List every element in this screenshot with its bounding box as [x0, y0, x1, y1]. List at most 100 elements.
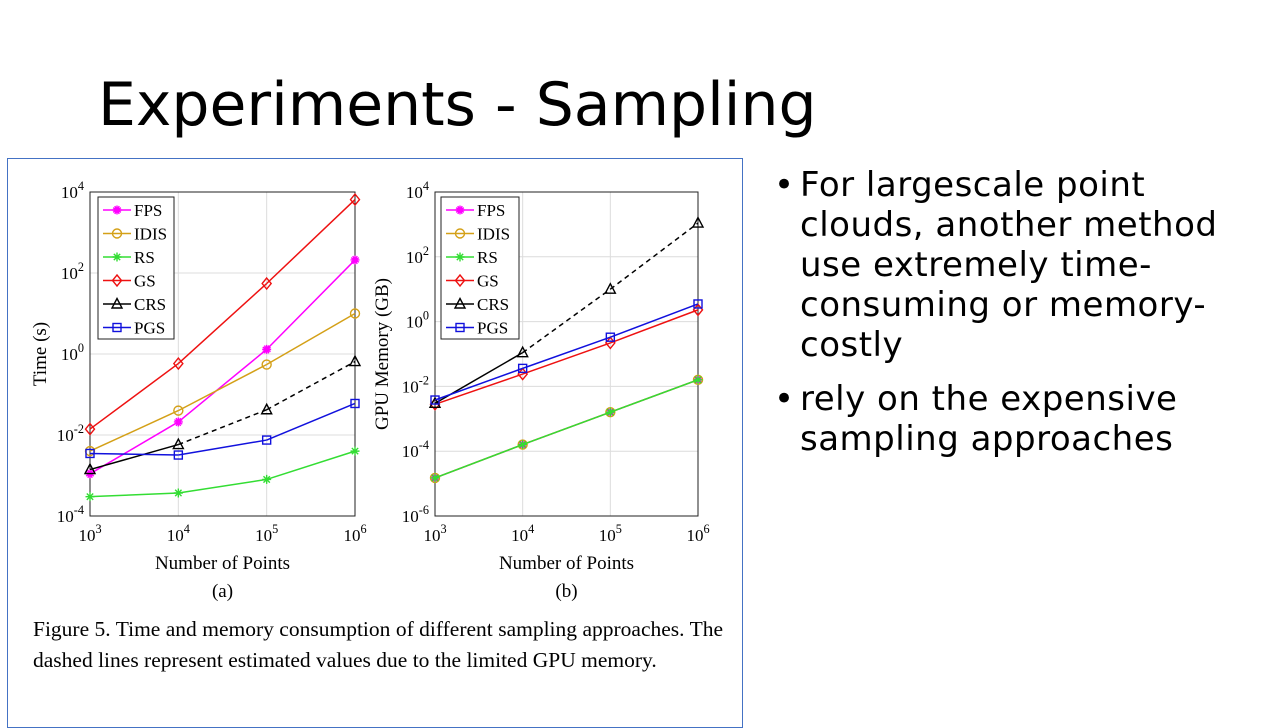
- series-line-segment: [266, 402, 356, 441]
- legend-entry-fps: FPS: [477, 201, 505, 220]
- legend-entry-gs: GS: [477, 272, 499, 291]
- legend-marker-fps: [112, 205, 122, 215]
- legend-marker-idis: [454, 228, 466, 239]
- bullet-item-2: rely on the expensive sampling approache…: [770, 379, 1280, 459]
- y-tick-label: 100: [406, 309, 429, 332]
- legend-marker-pgs: [112, 322, 122, 333]
- series-rs: [85, 446, 360, 502]
- series-line-segment: [178, 478, 267, 494]
- data-point-rs: [430, 473, 440, 483]
- legend-entry-rs: RS: [477, 248, 498, 267]
- legend-entry-fps: FPS: [134, 201, 162, 220]
- y-tick-label: 10-2: [57, 422, 84, 445]
- data-point-gs: [84, 422, 96, 436]
- data-point-fps-ring: [263, 346, 270, 353]
- series-line-segment: [178, 439, 267, 456]
- legend-entry-gs: GS: [134, 272, 156, 291]
- legend: FPS IDIS RS GS CRS PGS: [97, 196, 175, 340]
- legend-entry-idis: IDIS: [134, 225, 167, 244]
- data-point-fps: [173, 417, 183, 427]
- y-tick-label: 104: [406, 179, 429, 202]
- data-point-rs: [262, 474, 272, 484]
- data-point-pgs: [517, 363, 528, 374]
- data-point-fps-ring: [175, 419, 182, 425]
- series-crs: [83, 354, 362, 475]
- series-line-segment: [266, 312, 356, 366]
- data-point-rs: [85, 492, 95, 502]
- legend-box: [440, 196, 520, 340]
- figure-caption: Figure 5. Time and memory consumption of…: [33, 617, 723, 672]
- x-axis-label: Number of Points: [499, 553, 634, 574]
- data-point-pgs: [173, 450, 184, 460]
- data-point-pgs: [350, 398, 360, 409]
- legend-marker-gs: [111, 273, 123, 288]
- data-point-rs: [605, 407, 615, 417]
- legend-entry-pgs: PGS: [134, 319, 165, 338]
- figure-box: 103 104 105 106 10-4 10-2 100 102 104 Number of P…: [7, 158, 743, 728]
- x-axis-label: Number of Points: [155, 553, 290, 574]
- series-line-segment: [266, 360, 356, 411]
- x-tick-label: 105: [255, 522, 278, 545]
- data-point-gs: [261, 276, 273, 291]
- bullet-list: For largescale point clouds, another met…: [770, 165, 1280, 473]
- series-gs: [84, 192, 361, 436]
- data-point-fps: [262, 344, 272, 354]
- y-tick-label: 10-2: [402, 373, 429, 396]
- series-line-segment: [266, 450, 356, 481]
- y-tick-label: 10-4: [402, 438, 429, 461]
- series-pgs: [85, 398, 360, 460]
- figure-charts: 103 104 105 106 10-4 10-2 100 102 104 Number of P…: [30, 179, 710, 602]
- data-point-idis: [349, 308, 361, 319]
- series-line-segment: [610, 303, 699, 338]
- x-tick-label: 105: [599, 522, 622, 545]
- legend-marker-crs: [110, 296, 124, 309]
- series-line-segment: [522, 411, 611, 446]
- data-point-pgs: [430, 395, 440, 405]
- legend-marker-gs: [454, 273, 466, 288]
- y-tick-label: 102: [406, 244, 429, 267]
- series-pgs: [430, 299, 703, 405]
- chart-panel-2: 103 104 105 106 10-6 10-4 10-2 100 102 104 Number …: [372, 179, 710, 602]
- series-line-segment: [177, 282, 268, 365]
- y-tick-label: 10-4: [57, 503, 84, 526]
- data-point-rs: [173, 488, 183, 498]
- x-tick-label: 103: [78, 522, 101, 545]
- series-idis: [84, 308, 361, 457]
- data-point-rs: [518, 440, 528, 450]
- x-tick-label: 106: [686, 522, 709, 545]
- plot-frame: [434, 191, 699, 517]
- series-line-segment: [609, 222, 699, 290]
- series-line-segment: [434, 367, 523, 401]
- legend-entry-idis: IDIS: [477, 225, 510, 244]
- series-rs: [430, 375, 703, 483]
- data-point-crs: [516, 345, 529, 358]
- series-line-segment: [610, 309, 699, 344]
- y-tick-label: 10-6: [402, 503, 429, 526]
- series-line-segment: [266, 199, 356, 285]
- data-point-crs: [172, 437, 185, 450]
- data-point-crs: [83, 462, 97, 475]
- data-point-crs: [348, 354, 362, 367]
- legend-marker-pgs: [455, 322, 465, 333]
- series-line-segment: [522, 336, 611, 370]
- series-line-segment: [89, 443, 179, 471]
- series-line-segment: [266, 259, 356, 350]
- data-point-fps-ring: [352, 257, 358, 263]
- legend-box: [97, 196, 175, 340]
- data-point-crs: [428, 396, 442, 409]
- series-line-segment: [522, 342, 611, 375]
- x-tick-label: 104: [511, 522, 534, 545]
- legend-entry-rs: RS: [134, 248, 155, 267]
- series-line-segment: [177, 348, 268, 423]
- legend-marker-rs: [455, 252, 465, 262]
- legend-entry-crs: CRS: [477, 295, 509, 314]
- series-line-segment: [89, 492, 179, 498]
- data-point-rs: [350, 446, 360, 456]
- series-line-segment: [434, 373, 523, 406]
- legend-entry-crs: CRS: [134, 295, 166, 314]
- slide-title: Experiments - Sampling: [98, 70, 817, 140]
- legend-marker-fps-ring: [114, 207, 120, 213]
- legend-marker-fps: [455, 205, 465, 215]
- x-tick-label: 106: [343, 522, 366, 545]
- data-point-pgs: [605, 332, 616, 342]
